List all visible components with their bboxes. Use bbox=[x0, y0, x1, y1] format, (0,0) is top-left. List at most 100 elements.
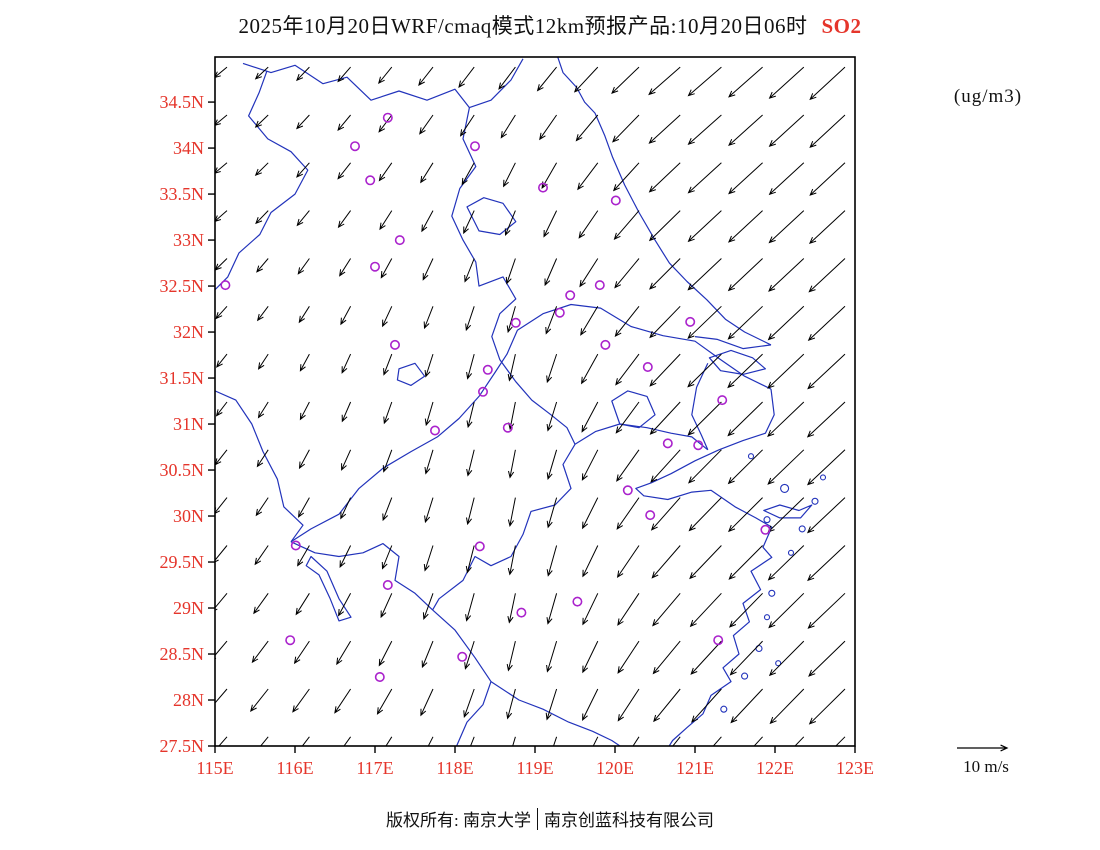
wind-arrow bbox=[672, 736, 681, 746]
wind-arrow bbox=[768, 66, 805, 99]
wind-arrow bbox=[504, 210, 516, 237]
wind-arrow bbox=[687, 401, 722, 436]
wind-arrow bbox=[807, 497, 846, 534]
wind-arrow bbox=[341, 353, 352, 374]
station-marker bbox=[693, 440, 704, 451]
wind-arrow bbox=[687, 258, 722, 291]
south-coast bbox=[635, 389, 775, 746]
unit-label: (ug/m3) bbox=[953, 86, 1023, 107]
wind-arrow bbox=[536, 66, 557, 92]
wind-arrow bbox=[809, 66, 846, 101]
lon-tick-label: 123E bbox=[836, 758, 874, 778]
station-marker bbox=[572, 596, 583, 607]
wind-arrow bbox=[612, 114, 640, 143]
wind-arrow bbox=[465, 593, 475, 622]
copyright-left: 版权所有: 南京大学 bbox=[386, 811, 531, 830]
wind-arrow bbox=[296, 66, 310, 82]
zhejiang-fujian-border bbox=[490, 681, 622, 746]
wind-arrow bbox=[420, 162, 434, 184]
wind-arrow bbox=[546, 497, 558, 529]
wind-arrow bbox=[578, 210, 599, 239]
wind-arrow bbox=[378, 66, 393, 85]
station-marker bbox=[565, 290, 576, 301]
wind-arrow bbox=[582, 497, 599, 530]
wind-arrow bbox=[378, 640, 393, 667]
wind-arrow bbox=[650, 497, 681, 531]
station-marker bbox=[369, 261, 380, 272]
wind-arrow bbox=[687, 66, 722, 97]
island bbox=[720, 705, 728, 713]
wind-arrow bbox=[255, 497, 269, 517]
zhoushan-island bbox=[763, 504, 813, 519]
wind-arrow bbox=[546, 401, 558, 432]
wind-arrow bbox=[296, 210, 310, 227]
station-marker bbox=[717, 395, 728, 406]
estuary-north bbox=[694, 336, 772, 350]
wind-arrow bbox=[648, 210, 681, 242]
island bbox=[811, 497, 819, 505]
island bbox=[763, 516, 771, 524]
wind-arrow bbox=[592, 736, 599, 746]
lat-tick-label: 29.5N bbox=[160, 552, 205, 572]
wind-arrow bbox=[580, 353, 599, 385]
lat-tick-label: 28.5N bbox=[160, 644, 205, 664]
wind-arrow bbox=[794, 736, 805, 746]
station-marker bbox=[610, 195, 621, 206]
station-marker bbox=[685, 316, 696, 327]
wind-arrow bbox=[336, 640, 352, 666]
wind-arrow bbox=[253, 593, 269, 615]
island bbox=[787, 549, 795, 556]
wind-arrow bbox=[424, 401, 434, 427]
wind-arrow bbox=[418, 66, 434, 86]
station-marker bbox=[285, 635, 296, 646]
station-marker bbox=[760, 524, 771, 535]
lon-tick-label: 119E bbox=[516, 758, 553, 778]
wind-arrow bbox=[215, 114, 228, 126]
wind-arrow bbox=[617, 688, 640, 722]
wind-arrow bbox=[807, 305, 846, 342]
north-coast bbox=[557, 57, 772, 346]
station-marker bbox=[537, 182, 548, 193]
wind-arrow bbox=[651, 545, 681, 579]
wind-arrow bbox=[579, 258, 599, 288]
wind-arrow bbox=[727, 353, 763, 389]
wind-arrow bbox=[378, 162, 393, 182]
wind-arrow bbox=[251, 640, 269, 664]
yangtze-river bbox=[290, 303, 772, 543]
station-marker bbox=[502, 422, 513, 433]
wind-arrow bbox=[337, 162, 351, 180]
lon-tick-label: 118E bbox=[436, 758, 473, 778]
wind-arrow bbox=[507, 353, 516, 382]
wind-arrow bbox=[652, 640, 681, 675]
wind-arrow bbox=[466, 401, 475, 429]
wind-arrow bbox=[215, 210, 228, 222]
wind-arrow bbox=[687, 114, 722, 146]
wind-arrow bbox=[687, 305, 722, 340]
station-marker bbox=[382, 112, 393, 123]
henan-border bbox=[215, 70, 309, 291]
wind-arrow bbox=[690, 640, 722, 675]
copyright-right: 南京创蓝科技有限公司 bbox=[543, 811, 714, 830]
station-markers-layer bbox=[220, 112, 771, 682]
station-marker bbox=[394, 235, 405, 246]
wind-arrow bbox=[545, 688, 558, 721]
wind-arrow bbox=[553, 736, 558, 746]
wind-arrow bbox=[257, 353, 269, 370]
lat-tick-label: 29N bbox=[173, 598, 204, 618]
wind-arrow bbox=[648, 114, 681, 144]
island bbox=[768, 589, 776, 597]
wind-arrow bbox=[769, 688, 805, 725]
anhui-zhejiang-border bbox=[432, 443, 576, 611]
wind-arrow bbox=[582, 593, 599, 626]
station-marker bbox=[469, 141, 480, 152]
wind-arrow bbox=[297, 258, 310, 275]
hubei-border bbox=[215, 390, 304, 543]
wind-arrow bbox=[808, 688, 846, 725]
wind-arrow bbox=[768, 210, 805, 244]
wind-arrow bbox=[215, 640, 228, 660]
wind-arrow bbox=[727, 258, 763, 292]
wind-arrow bbox=[808, 258, 846, 293]
wind-arrow bbox=[581, 401, 599, 433]
wind-arrow bbox=[616, 449, 640, 482]
